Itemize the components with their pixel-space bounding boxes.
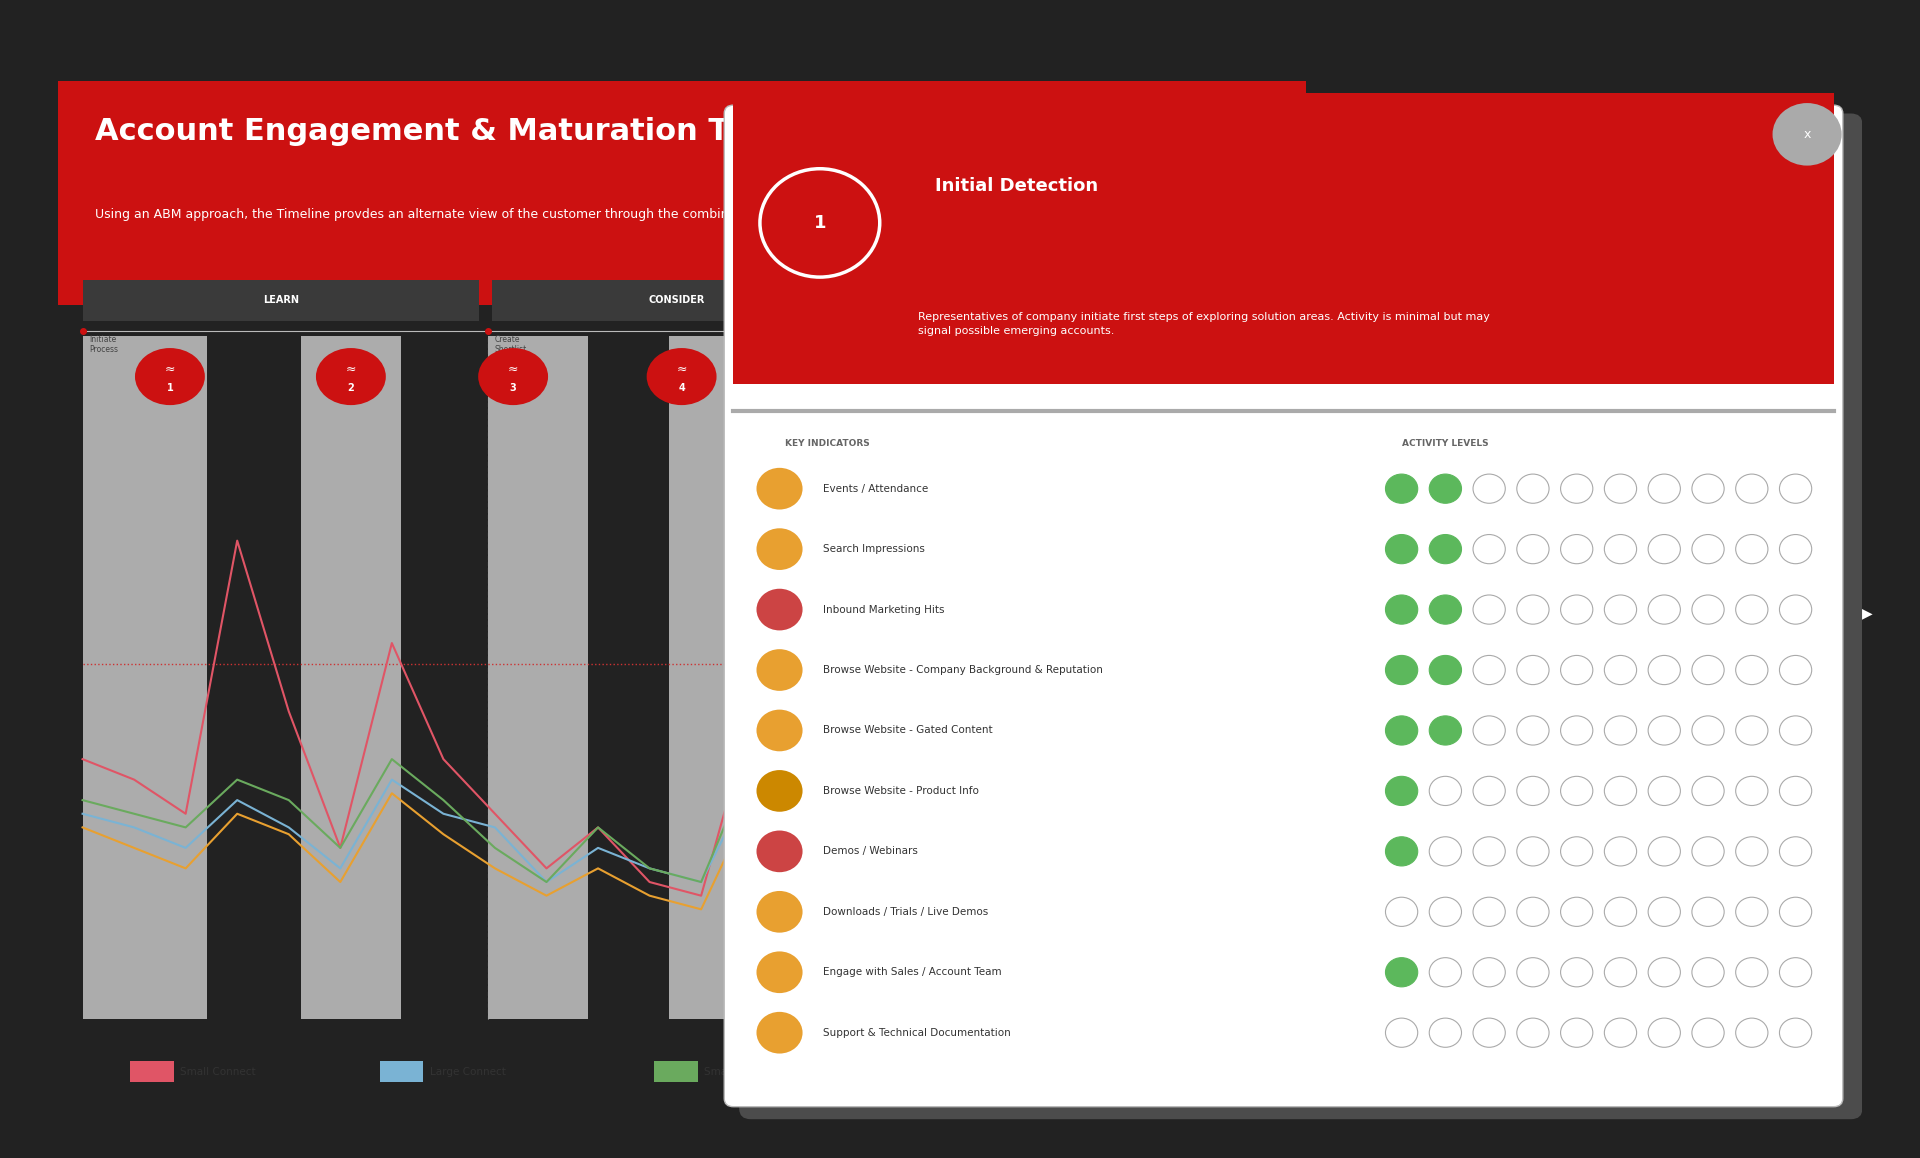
Text: Browse Website - Product Info: Browse Website - Product Info [824, 786, 979, 796]
Text: Account Engagement & Maturation Timeline: Account Engagement & Maturation Timeline [94, 117, 854, 146]
Text: 3: 3 [509, 383, 516, 393]
Text: x: x [1803, 127, 1811, 141]
Text: Using an ABM approach, the Timeline provdes an alternate view of the customer th: Using an ABM approach, the Timeline prov… [94, 208, 879, 221]
Text: LEARN: LEARN [263, 295, 300, 306]
Text: ≈: ≈ [346, 362, 355, 376]
Text: Create
Shortlist: Create Shortlist [495, 335, 526, 354]
Text: 6: 6 [1021, 383, 1029, 393]
Circle shape [1386, 776, 1417, 806]
Text: ACTIVITY LEVELS: ACTIVITY LEVELS [1402, 439, 1488, 448]
Text: Browse Website - Gated Content: Browse Website - Gated Content [824, 725, 993, 735]
Text: ≈: ≈ [509, 362, 518, 376]
Bar [488, 336, 588, 1019]
Text: Events / Attendance: Events / Attendance [824, 484, 929, 493]
Text: 1: 1 [167, 383, 173, 393]
Circle shape [1386, 474, 1417, 504]
Text: Initial Detection: Initial Detection [935, 177, 1098, 196]
Text: Small Connect: Small Connect [180, 1067, 255, 1077]
FancyBboxPatch shape [724, 105, 1843, 1107]
Text: Finalize
Candidates: Finalize Candidates [881, 335, 925, 354]
Text: Large Transformation: Large Transformation [954, 1067, 1066, 1077]
Bar [83, 280, 480, 321]
Text: KEY INDICATORS: KEY INDICATORS [785, 439, 870, 448]
Circle shape [991, 349, 1060, 405]
Bar [1006, 336, 1094, 1019]
Bar [655, 1062, 697, 1082]
Text: ≈: ≈ [851, 362, 862, 376]
Bar [58, 81, 1306, 306]
Text: ≈: ≈ [165, 362, 175, 376]
Circle shape [1386, 655, 1417, 684]
Circle shape [756, 650, 803, 691]
Text: Demos / Webinars: Demos / Webinars [824, 846, 918, 857]
Text: Downloads / Trials / Live Demos: Downloads / Trials / Live Demos [824, 907, 989, 917]
Circle shape [1386, 595, 1417, 624]
Circle shape [756, 770, 803, 812]
Circle shape [756, 891, 803, 932]
Text: Engage with Sales / Account Team: Engage with Sales / Account Team [824, 967, 1002, 977]
Text: Browse Website - Company Background & Reputation: Browse Website - Company Background & Re… [824, 665, 1104, 675]
FancyBboxPatch shape [739, 113, 1862, 1119]
Circle shape [756, 588, 803, 630]
Text: Representatives of company initiate first steps of exploring solution areas. Act: Representatives of company initiate firs… [918, 312, 1490, 336]
Circle shape [1428, 474, 1461, 504]
Text: Support & Technical Documentation: Support & Technical Documentation [824, 1027, 1012, 1038]
Circle shape [1428, 716, 1461, 745]
Circle shape [1428, 595, 1461, 624]
Bar [904, 1062, 947, 1082]
Text: 100% engagement by all personas: 100% engagement by all personas [1116, 651, 1261, 659]
Circle shape [756, 1012, 803, 1054]
Bar [1150, 336, 1269, 1019]
Circle shape [756, 468, 803, 510]
Circle shape [1428, 535, 1461, 564]
Text: ▶: ▶ [1862, 607, 1872, 621]
Bar [872, 280, 1087, 321]
Circle shape [134, 349, 205, 405]
Bar [131, 1062, 173, 1082]
Bar [301, 336, 401, 1019]
Text: Initiate
Process: Initiate Process [88, 335, 117, 354]
Text: Begin
Integ.: Begin Integ. [1131, 335, 1154, 354]
Text: SELECT: SELECT [958, 295, 1000, 306]
Circle shape [1772, 103, 1841, 166]
Bar [83, 336, 207, 1019]
Text: 4: 4 [678, 383, 685, 393]
Circle shape [647, 349, 716, 405]
Circle shape [1386, 958, 1417, 987]
Bar [492, 280, 862, 321]
Text: CONSIDER: CONSIDER [649, 295, 705, 306]
Text: Inbound Marketing Hits: Inbound Marketing Hits [824, 604, 945, 615]
Circle shape [756, 528, 803, 570]
Circle shape [1386, 716, 1417, 745]
Circle shape [317, 349, 386, 405]
Circle shape [1386, 837, 1417, 866]
Circle shape [756, 710, 803, 752]
Bar [845, 336, 945, 1019]
Circle shape [822, 349, 891, 405]
Text: 1: 1 [814, 214, 826, 232]
Text: ≈: ≈ [676, 362, 687, 376]
Circle shape [1428, 655, 1461, 684]
Bar [670, 336, 768, 1019]
Text: Search Impressions: Search Impressions [824, 544, 925, 555]
Text: Large Connect: Large Connect [430, 1067, 505, 1077]
Text: Small Transformation: Small Transformation [705, 1067, 816, 1077]
Text: Sign
Contract: Sign Contract [1037, 335, 1071, 354]
Circle shape [756, 830, 803, 872]
Circle shape [478, 349, 547, 405]
Bar [380, 1062, 422, 1082]
Bar [733, 93, 1834, 384]
Circle shape [1386, 535, 1417, 564]
Text: ≈: ≈ [1020, 362, 1029, 376]
Text: 2: 2 [348, 383, 355, 393]
Circle shape [756, 952, 803, 994]
Text: 5: 5 [852, 383, 860, 393]
